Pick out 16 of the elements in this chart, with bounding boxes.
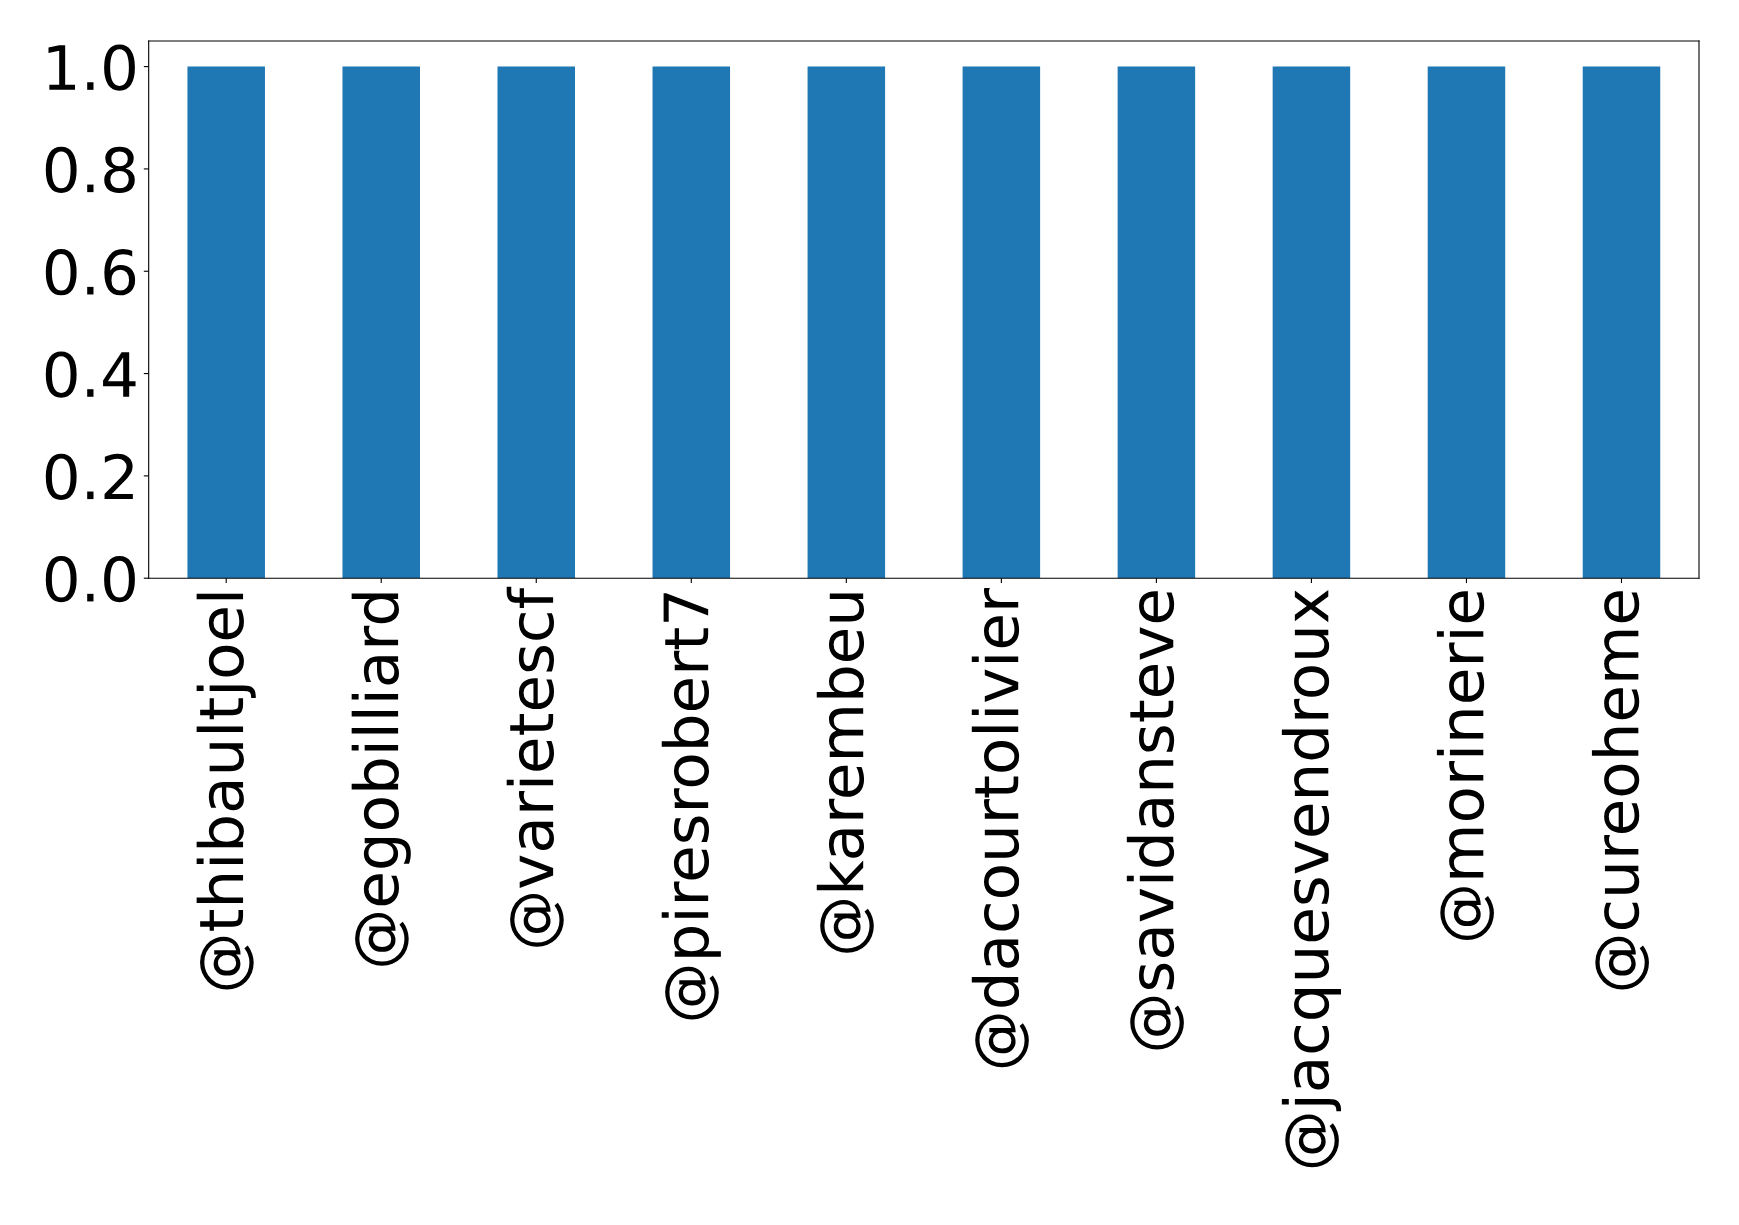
x-tick-label: @jacquesvendroux bbox=[1281, 589, 1341, 1168]
x-tick-label: @piresrobert7 bbox=[661, 593, 721, 1020]
y-tick-label: 1.0 bbox=[48, 44, 135, 91]
y-tick-label: 0.2 bbox=[45, 453, 133, 500]
x-tick-label: @cureoheme bbox=[1591, 591, 1649, 990]
x-tick-label: @dacourtolivier bbox=[971, 587, 1029, 1068]
x-tick-label: @thibaultjoel bbox=[196, 593, 256, 990]
y-tick-label: 0.0 bbox=[45, 556, 135, 603]
y-tick-label: 0.4 bbox=[45, 351, 136, 398]
y-tick-label: 0.8 bbox=[45, 146, 135, 194]
x-tick-label: @karembeu bbox=[816, 593, 874, 953]
y-tick-label: 0.6 bbox=[45, 249, 136, 296]
x-tick-label: @varietescf bbox=[506, 586, 564, 947]
x-tick-label: @morinerie bbox=[1436, 591, 1494, 941]
x-tick-label: @egobilliard bbox=[351, 593, 411, 966]
x-tick-label: @savidansteve bbox=[1126, 591, 1184, 1050]
